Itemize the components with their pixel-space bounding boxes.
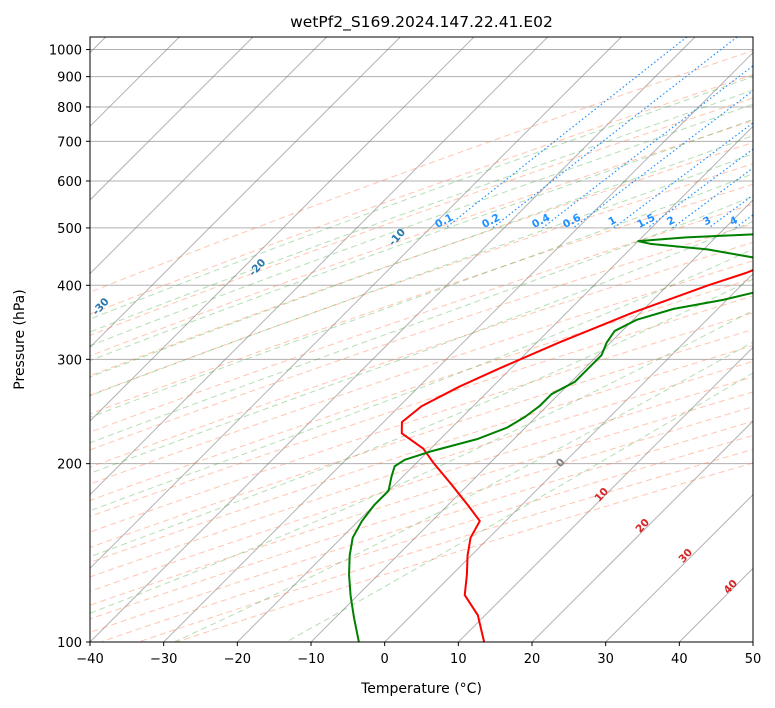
plot-frame: [89, 36, 754, 643]
dry-adiabat-line: [90, 260, 753, 485]
y-tick-label: 1000: [49, 44, 82, 59]
moist-adiabat-lines: [90, 76, 753, 642]
dry-adiabat-line: [90, 120, 753, 357]
isotherm-line: [163, 51, 753, 642]
isotherm-lines: [90, 37, 753, 642]
x-tick-label: 30: [597, 652, 614, 667]
dry-adiabat-lines: [90, 50, 753, 642]
y-tick-label: 600: [57, 175, 82, 190]
x-tick-label: 40: [671, 652, 688, 667]
dry-adiabat-line: [90, 50, 753, 293]
mixing-ratio-line: [492, 37, 738, 229]
y-tick-label: 200: [57, 458, 82, 473]
moist-adiabat-line: [90, 173, 753, 418]
x-tick-label: 20: [524, 652, 541, 667]
isotherm-line: [384, 272, 753, 642]
mixing-ratio-line: [672, 167, 753, 229]
dry-adiabat-line: [90, 74, 753, 315]
isotherm-line: [90, 37, 401, 349]
isotherm-line: [90, 37, 475, 422]
y-tick-label: 700: [57, 135, 82, 150]
isotherm-line: [90, 37, 549, 496]
x-tick-label: −20: [224, 652, 251, 667]
y-tick-label: 100: [57, 636, 82, 651]
pressure-gridlines: [90, 49, 753, 642]
moist-adiabat-line: [90, 248, 753, 512]
x-axis-label: Temperature (°C): [360, 681, 482, 697]
isotherm-line: [90, 37, 328, 275]
x-axis-ticks: −40 −30 −20 −10 0 10 20 30 40 50: [76, 642, 761, 667]
dry-adiabat-line: [90, 97, 753, 336]
moist-adiabat-line: [90, 278, 753, 558]
mixing-ratio-line: [572, 89, 753, 229]
isotherm-line: [605, 493, 753, 642]
y-axis-label: Pressure (hPa): [12, 289, 28, 389]
moist-adiabat-line: [90, 153, 753, 397]
y-tick-label: 800: [57, 101, 82, 116]
x-tick-label: 10: [450, 652, 467, 667]
dry-adiabat-line: [90, 391, 753, 606]
isotherm-line: [310, 199, 753, 642]
mixing-ratio-line: [542, 65, 753, 229]
dry-adiabat-line: [90, 360, 753, 578]
x-tick-label: −10: [297, 652, 324, 667]
dry-adiabat-line: [90, 312, 753, 533]
y-tick-label: 900: [57, 71, 82, 86]
moist-adiabat-line: [90, 89, 753, 333]
moist-adiabat-line: [90, 76, 753, 320]
dry-adiabat-line: [90, 203, 753, 433]
dewpoint-profile-line: [348, 233, 753, 642]
moist-adiabat-line: [90, 118, 753, 362]
dry-adiabat-line: [90, 142, 753, 377]
temperature-profile-line: [400, 269, 753, 642]
isotherm-line: [531, 420, 753, 642]
x-tick-label: 50: [745, 652, 762, 667]
y-tick-label: 500: [57, 222, 82, 237]
dry-adiabat-line: [90, 328, 753, 548]
chart-title: wetPf2_S169.2024.147.22.41.E02: [290, 13, 553, 32]
isotherm-line: [236, 125, 753, 642]
x-tick-label: 0: [381, 652, 389, 667]
y-axis-ticks: 1000 900 800 700 600 500 400 300 200 100: [49, 44, 90, 651]
x-tick-label: −30: [150, 652, 177, 667]
plot-area: [90, 37, 753, 642]
isotherm-line: [457, 346, 753, 642]
moist-adiabat-line: [90, 195, 753, 444]
dry-adiabat-line: [90, 222, 753, 451]
isotherm-line: [90, 37, 622, 570]
dry-adiabat-line: [90, 163, 753, 396]
y-tick-label: 400: [57, 279, 82, 294]
dry-adiabat-line: [90, 277, 753, 501]
mixing-ratio-lines: [445, 37, 753, 229]
x-tick-label: −40: [76, 652, 103, 667]
isotherm-line: [90, 37, 696, 642]
sounding-profiles: [348, 233, 753, 642]
isotherm-line: [90, 37, 254, 201]
y-tick-label: 300: [57, 353, 82, 368]
